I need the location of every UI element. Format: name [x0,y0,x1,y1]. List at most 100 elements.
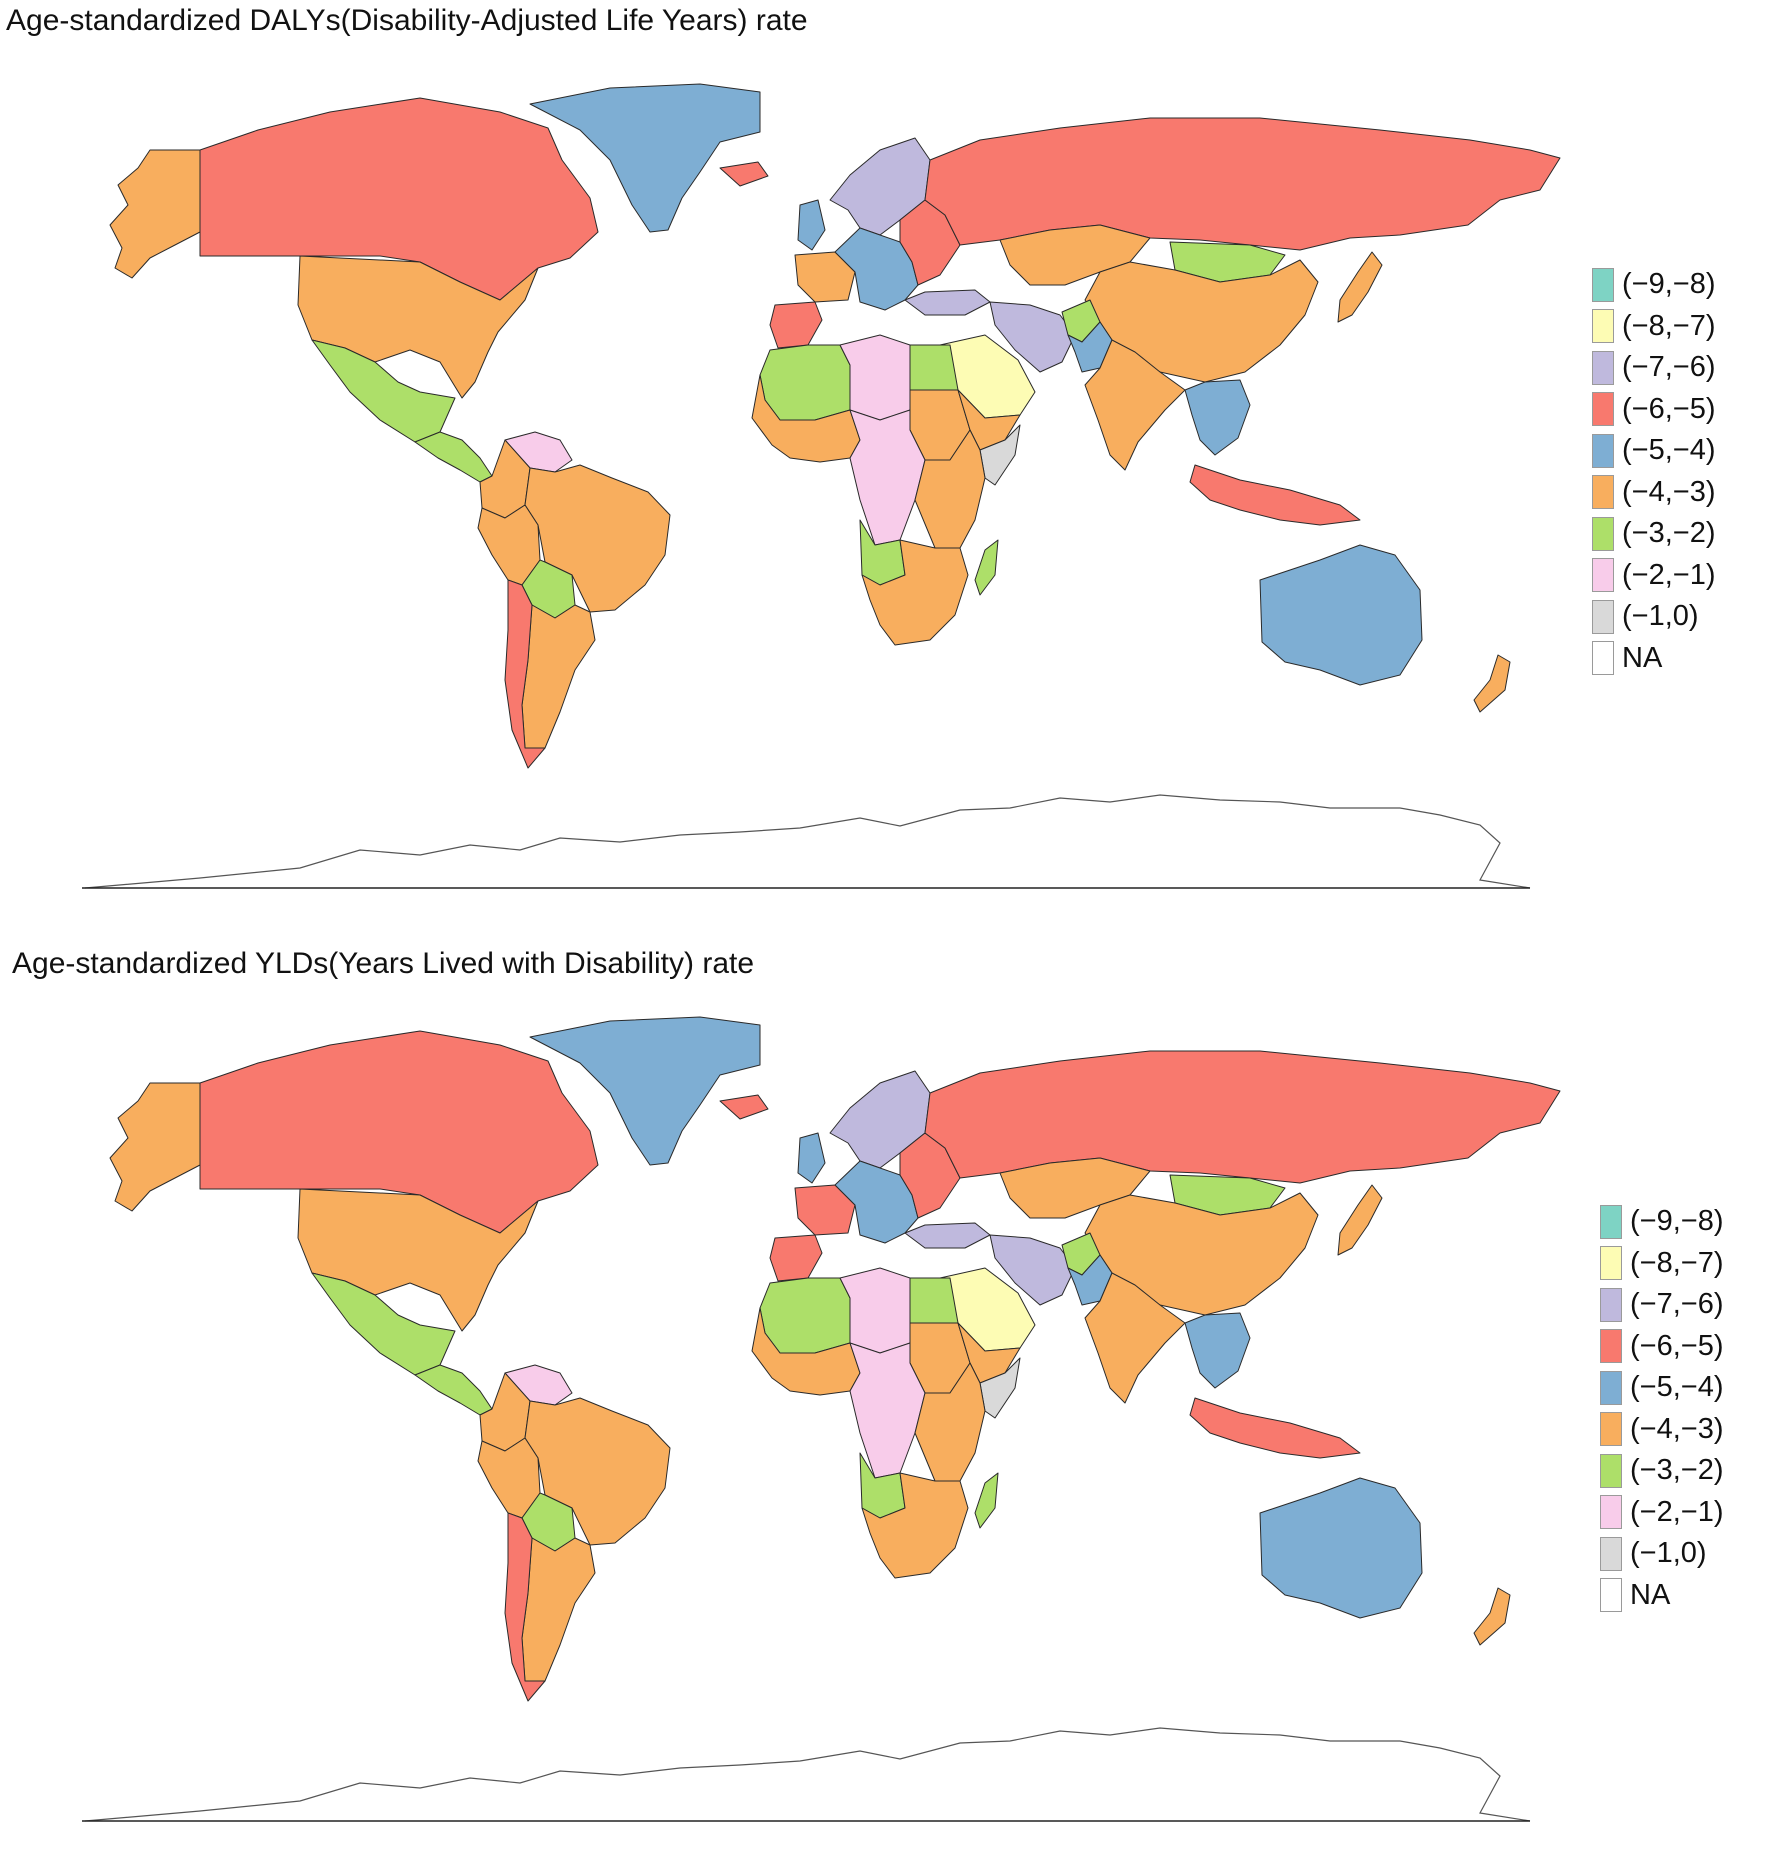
legend-swatch [1592,641,1614,676]
region-north-africa-west [759,344,851,421]
legend-label: (−3,−2) [1630,1454,1724,1487]
legend-item: (−9,−8) [1592,264,1716,306]
legend-item: (−2,−1) [1592,555,1716,597]
legend-label: (−7,−6) [1630,1288,1724,1321]
ylds-world-map [82,1016,1561,1822]
legend-item: (−6,−5) [1600,1326,1724,1368]
region-indonesia [1189,464,1361,526]
region-australia [1259,1477,1423,1619]
region-central-america [414,431,493,483]
legend-item: (−1,0) [1592,596,1716,638]
legend-item: NA [1600,1575,1724,1617]
region-madagascar [974,539,999,596]
region-mexico [311,339,456,443]
region-egypt [909,1277,959,1324]
legend-swatch [1600,1370,1622,1405]
legend-item: (−2,−1) [1600,1492,1724,1534]
region-iceland [719,1094,769,1120]
legend-item: (−4,−3) [1592,472,1716,514]
legend-item: (−5,−4) [1600,1367,1724,1409]
region-iran [989,1234,1076,1306]
legend-item: (−8,−7) [1600,1243,1724,1285]
region-egypt [909,344,959,391]
legend-label: (−2,−1) [1630,1495,1724,1528]
legend-item: (−4,−3) [1600,1409,1724,1451]
legend-item: (−6,−5) [1592,389,1716,431]
legend-item: (−8,−7) [1592,306,1716,348]
region-north-africa-central [839,334,911,421]
legend-label: (−1,0) [1622,600,1699,633]
region-japan [1337,251,1383,323]
region-iceland [719,161,769,187]
legend-item: (−5,−4) [1592,430,1716,472]
legend-swatch [1600,1204,1622,1239]
region-greenland [529,1016,761,1166]
legend-label: NA [1622,641,1663,674]
legend-swatch [1600,1578,1622,1613]
region-antarctica [84,794,1531,889]
legend-label: (−9,−8) [1622,268,1716,301]
dalys-world-map [82,83,1561,889]
region-russia [924,117,1561,251]
region-central-africa [849,409,926,546]
legend-label: (−5,−4) [1622,434,1716,467]
region-united-kingdom [797,199,826,251]
region-new-zealand [1473,1587,1511,1646]
legend-swatch [1592,309,1614,344]
region-north-africa-west [759,1277,851,1354]
legend-label: (−5,−4) [1630,1371,1724,1404]
region-indonesia [1189,1397,1361,1459]
legend-swatch [1600,1246,1622,1281]
region-new-zealand [1473,654,1511,713]
ylds-map-title: Age-standardized YLDs(Years Lived with D… [12,947,755,980]
legend-swatch [1600,1412,1622,1447]
legend-swatch [1592,267,1614,302]
region-east-africa [914,1362,986,1482]
legend-item: (−3,−2) [1600,1450,1724,1492]
legend-swatch [1600,1495,1622,1530]
region-united-kingdom [797,1132,826,1184]
legend-swatch [1592,433,1614,468]
region-india [1084,1272,1186,1404]
legend-swatch [1592,599,1614,634]
legend-swatch [1592,392,1614,427]
legend-swatch [1600,1453,1622,1488]
dalys-legend: (−9,−8) (−8,−7) (−7,−6) (−6,−5) (−5,−4) (−4,−… [1592,264,1716,679]
region-japan [1337,1184,1383,1256]
legend-item: NA [1592,638,1716,680]
legend-label: (−9,−8) [1630,1205,1724,1238]
legend-label: (−3,−2) [1622,517,1716,550]
legend-label: (−6,−5) [1622,392,1716,425]
region-iberia [769,1234,823,1282]
legend-swatch [1600,1536,1622,1571]
region-argentina [521,1537,596,1682]
legend-swatch [1592,475,1614,510]
region-southern-africa [861,1472,969,1579]
region-antarctica [84,1727,1531,1822]
legend-item: (−3,−2) [1592,513,1716,555]
region-iberia [769,301,823,349]
legend-item: (−9,−8) [1600,1201,1724,1243]
legend-label: (−4,−3) [1630,1412,1724,1445]
region-canada [199,97,599,301]
region-southeast-asia [1184,1312,1251,1389]
region-greenland [529,83,761,233]
legend-item: (−7,−6) [1600,1284,1724,1326]
region-chile [504,1512,546,1702]
region-north-africa-central [839,1267,911,1354]
region-madagascar [974,1472,999,1529]
legend-label: (−4,−3) [1622,475,1716,508]
legend-item: (−7,−6) [1592,347,1716,389]
ylds-legend: (−9,−8) (−8,−7) (−7,−6) (−6,−5) (−5,−4) (−4,−… [1600,1201,1724,1616]
legend-swatch [1592,516,1614,551]
legend-label: (−8,−7) [1622,309,1716,342]
region-central-africa [849,1342,926,1479]
dalys-map-title: Age-standardized DALYs(Disability-Adjust… [6,4,808,37]
region-southeast-asia [1184,379,1251,456]
legend-label: NA [1630,1578,1671,1611]
legend-swatch [1592,558,1614,593]
legend-swatch [1600,1329,1622,1364]
region-alaska [109,149,201,279]
region-iran [989,301,1076,373]
ylds-map-panel: Age-standardized YLDs(Years Lived with D… [0,933,1772,1866]
